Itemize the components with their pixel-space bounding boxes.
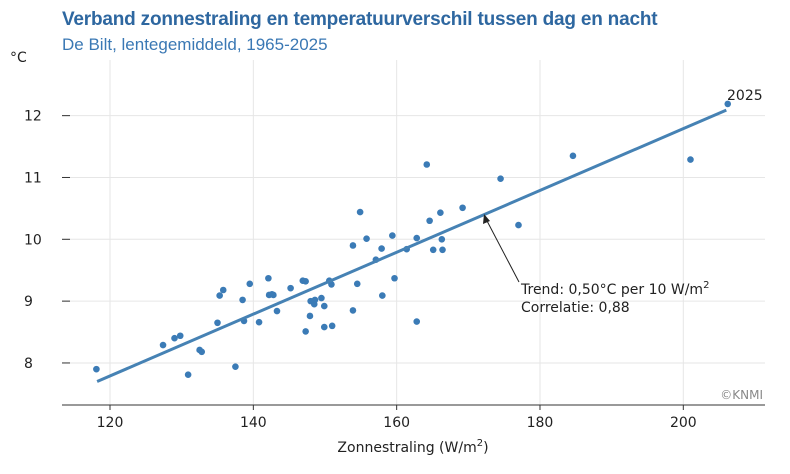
data-point bbox=[287, 284, 294, 292]
data-point bbox=[391, 274, 398, 282]
data-point bbox=[198, 348, 206, 356]
data-point bbox=[214, 319, 221, 327]
data-point bbox=[515, 221, 522, 229]
x-tick-label: 160 bbox=[383, 415, 410, 431]
data-point bbox=[302, 278, 309, 285]
data-point bbox=[459, 204, 466, 212]
data-point bbox=[378, 245, 385, 252]
y-tick-label: 11 bbox=[24, 170, 42, 186]
data-point bbox=[176, 332, 184, 340]
data-point bbox=[306, 312, 314, 320]
grid bbox=[62, 60, 765, 410]
data-point bbox=[328, 281, 335, 288]
chart-title: Verband zonnestraling en temperatuurvers… bbox=[62, 9, 658, 30]
data-point bbox=[439, 246, 446, 254]
arrow-head-icon bbox=[483, 214, 490, 224]
data-point bbox=[497, 175, 504, 183]
data-point bbox=[569, 152, 577, 160]
y-axis-label: °C bbox=[10, 50, 27, 66]
data-point bbox=[413, 318, 421, 325]
data-point bbox=[353, 280, 361, 288]
data-point bbox=[265, 274, 272, 282]
x-axis-label: Zonnestraling (W/m2) bbox=[337, 438, 488, 456]
data-point bbox=[379, 292, 386, 299]
data-point bbox=[437, 209, 444, 217]
data-point bbox=[311, 296, 319, 304]
x-tick-label: 200 bbox=[670, 415, 697, 431]
correlation-annotation: Correlatie: 0,88 bbox=[521, 300, 630, 316]
data-point bbox=[356, 208, 364, 216]
data-point bbox=[318, 294, 325, 302]
trend-line bbox=[96, 108, 727, 383]
data-point bbox=[724, 100, 732, 108]
data-point bbox=[389, 232, 396, 239]
data-point bbox=[429, 246, 437, 254]
data-point bbox=[93, 365, 100, 373]
data-point bbox=[246, 280, 254, 288]
x-tick-label: 140 bbox=[240, 415, 267, 431]
data-point bbox=[219, 286, 227, 294]
data-point bbox=[423, 161, 431, 168]
credit: ©KNMI bbox=[720, 388, 763, 402]
data-point bbox=[328, 322, 336, 330]
data-point bbox=[171, 334, 178, 342]
data-point bbox=[363, 235, 370, 242]
y-tick-label: 9 bbox=[24, 294, 33, 310]
chart-subtitle: De Bilt, lentegemiddeld, 1965-2025 bbox=[62, 35, 328, 54]
data-point bbox=[349, 242, 357, 249]
trend-annotation: Trend: 0,50°C per 10 W/m2 bbox=[520, 280, 709, 298]
annotation-arrow bbox=[485, 218, 520, 283]
y-tick-label: 10 bbox=[24, 232, 42, 248]
data-point bbox=[232, 363, 239, 370]
data-point bbox=[320, 323, 328, 331]
data-point bbox=[255, 318, 263, 326]
data-point bbox=[438, 236, 446, 243]
y-tick-label: 8 bbox=[24, 356, 33, 372]
points bbox=[93, 100, 732, 379]
data-point bbox=[239, 296, 246, 304]
data-point bbox=[273, 307, 281, 315]
tick-labels: 120 140 160 180 200 8 9 10 11 12 bbox=[24, 109, 697, 431]
data-point bbox=[687, 156, 694, 163]
data-point bbox=[159, 341, 167, 349]
last-year-label: 2025 bbox=[727, 88, 763, 104]
data-point bbox=[413, 234, 421, 242]
data-point bbox=[184, 371, 192, 379]
data-point bbox=[270, 291, 277, 299]
data-point bbox=[320, 302, 328, 310]
y-tick-label: 12 bbox=[24, 109, 42, 125]
x-tick-label: 120 bbox=[97, 415, 124, 431]
data-point bbox=[216, 292, 223, 299]
x-tick-label: 180 bbox=[527, 415, 554, 431]
data-point bbox=[302, 328, 309, 335]
data-point bbox=[426, 217, 433, 225]
data-point bbox=[349, 307, 357, 314]
